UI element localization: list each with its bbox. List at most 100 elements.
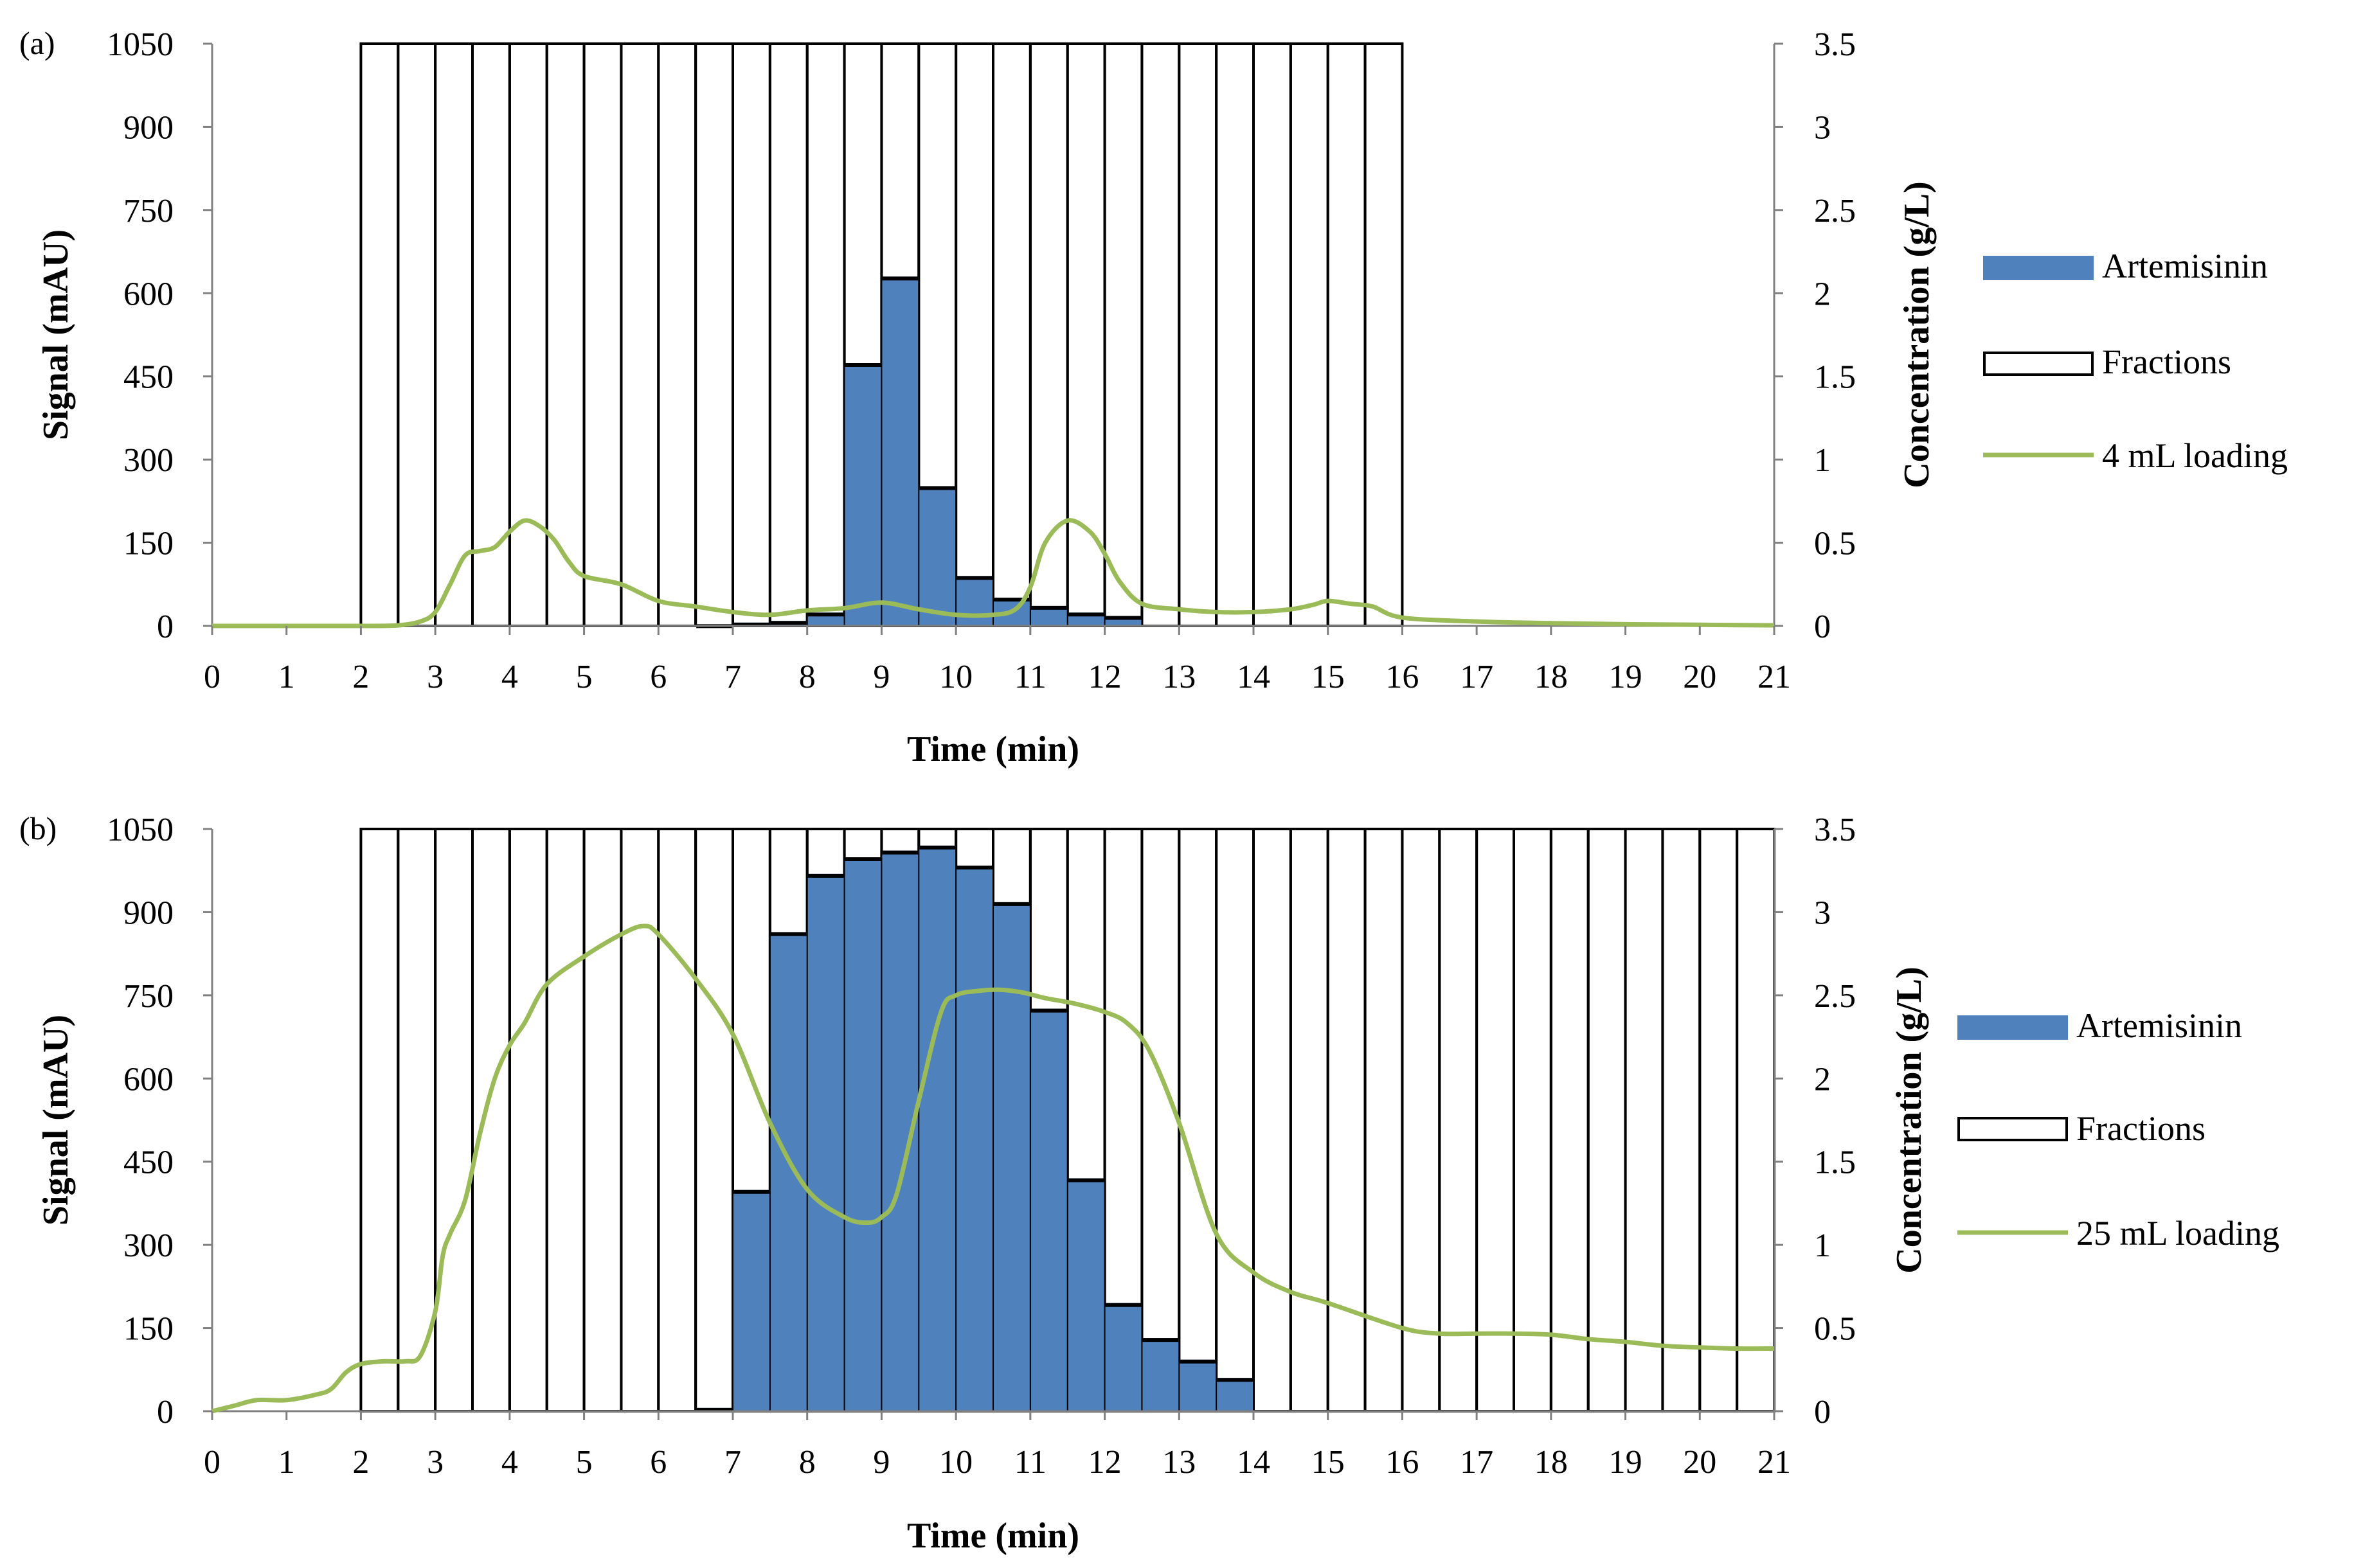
x-tick-label: 7: [724, 1444, 741, 1481]
x-tick-label: 11: [1014, 659, 1047, 695]
y-tick-label: 750: [123, 193, 174, 229]
artemisinin-bar: [957, 576, 993, 626]
panel-a-y2-tick-labels: 0 0.5 1 1.5 2 2.5 3 3.5: [1774, 26, 1856, 645]
x-tick-label: 9: [873, 1444, 890, 1481]
x-tick-label: 6: [650, 1444, 667, 1481]
panel-b: (b) 0 1 2 3 4 5 6 7 8 9 10 11 12 13 14 15 16 17 18 19 20 21 0…: [19, 810, 2279, 1556]
panel-b-bars: [696, 845, 1253, 1412]
x-tick-label: 19: [1609, 1444, 1642, 1481]
loading-series-line: [211, 518, 1775, 628]
x-tick-label: 17: [1460, 1444, 1493, 1481]
y-tick-label: 150: [123, 526, 174, 562]
x-tick-label: 0: [204, 1444, 220, 1481]
artemisinin-bar: [1030, 1008, 1067, 1411]
x-tick-label: 17: [1460, 659, 1493, 695]
y-tick-label: 600: [123, 1061, 174, 1098]
artemisinin-bar: [994, 902, 1030, 1411]
y-tick-label: 450: [123, 359, 174, 396]
panel-a-label: (a): [19, 25, 55, 61]
panel-a-axes: [211, 44, 1775, 627]
panel-b-axes: [211, 829, 1775, 1412]
x-tick-label: 16: [1385, 659, 1419, 695]
x-tick-label: 12: [1088, 659, 1122, 695]
x-tick-label: 10: [939, 1444, 973, 1481]
x-tick-label: 9: [873, 659, 890, 695]
panel-a-x-axis-title: Time (min): [907, 729, 1079, 769]
artemisinin-bar: [1217, 1378, 1253, 1411]
panel-b-x-tick-labels: 0 1 2 3 4 5 6 7 8 9 10 11 12 13 14 15 16 17 18 19 20 21: [204, 1411, 1791, 1481]
x-tick-label: 3: [427, 1444, 444, 1481]
x-tick-label: 0: [204, 659, 220, 695]
y2-tick-label: 2.5: [1814, 978, 1856, 1015]
y-tick-label: 750: [123, 978, 174, 1015]
y-tick-label: 450: [123, 1145, 174, 1181]
panel-a-line-group: [211, 518, 1775, 628]
panel-a-x-tick-labels: 0 1 2 3 4 5 6 7 8 9 10 11 12 13 14 15 16 17 18 19 20 21: [204, 626, 1791, 695]
y-tick-label: 0: [157, 1394, 174, 1430]
x-tick-label: 8: [799, 1444, 816, 1481]
y2-tick-label: 0: [1814, 1394, 1831, 1430]
y-tick-label: 300: [123, 1227, 174, 1264]
panel-b-x-axis-title: Time (min): [907, 1516, 1079, 1556]
x-tick-label: 5: [576, 1444, 593, 1481]
panel-b-legend-label-fractions: Fractions: [2076, 1109, 2206, 1148]
artemisinin-bar: [919, 845, 956, 1411]
panel-a-legend-swatch-fractions: [1983, 352, 2094, 376]
x-tick-label: 20: [1683, 1444, 1716, 1481]
x-tick-label: 20: [1683, 659, 1716, 695]
y2-tick-label: 0.5: [1814, 1311, 1856, 1348]
panel-a-y2-axis-title: Concentration (g/L): [1897, 181, 1937, 488]
artemisinin-bar: [770, 932, 807, 1411]
y-tick-label: 600: [123, 276, 174, 312]
artemisinin-bar: [1180, 1359, 1216, 1411]
panel-a-legend-label-artemisinin: Artemisinin: [2102, 247, 2268, 285]
x-tick-label: 19: [1609, 659, 1642, 695]
y2-tick-label: 1.5: [1814, 1145, 1856, 1181]
y2-tick-label: 3: [1814, 895, 1831, 931]
x-tick-label: 1: [278, 659, 295, 695]
artemisinin-bar: [919, 486, 956, 626]
panel-b-legend-swatch-artemisinin: [1957, 1015, 2068, 1040]
y2-tick-label: 2.5: [1814, 193, 1856, 229]
y-tick-label: 300: [123, 442, 174, 479]
panel-a-legend-label-fractions: Fractions: [2102, 343, 2231, 381]
x-tick-label: 4: [501, 659, 518, 695]
y2-tick-label: 3.5: [1814, 812, 1856, 848]
panel-b-legend: Artemisinin Fractions 25 mL loading: [1957, 1006, 2279, 1252]
x-tick-label: 15: [1311, 659, 1345, 695]
panel-b-line-group: [211, 923, 1775, 1414]
x-tick-label: 21: [1757, 659, 1791, 695]
y2-tick-label: 1.5: [1814, 359, 1856, 396]
x-tick-label: 8: [799, 659, 816, 695]
artemisinin-bar: [845, 363, 881, 626]
x-tick-label: 13: [1162, 659, 1196, 695]
x-tick-label: 21: [1757, 1444, 1791, 1481]
artemisinin-bar: [957, 865, 993, 1411]
y2-tick-label: 2: [1814, 1061, 1831, 1098]
y-tick-label: 900: [123, 109, 174, 146]
panel-a-legend-label-line: 4 mL loading: [2102, 436, 2288, 475]
loading-series-line: [211, 923, 1775, 1414]
panel-b-legend-label-artemisinin: Artemisinin: [2076, 1006, 2242, 1045]
panel-a-legend-swatch-artemisinin: [1983, 256, 2094, 280]
x-tick-label: 4: [501, 1444, 518, 1481]
panel-b-legend-label-line: 25 mL loading: [2076, 1214, 2279, 1252]
y-tick-label: 1050: [107, 26, 174, 63]
y2-tick-label: 3: [1814, 109, 1831, 146]
artemisinin-bar: [1068, 1178, 1104, 1411]
panel-b-y2-tick-labels: 0 0.5 1 1.5 2 2.5 3 3.5: [1774, 812, 1856, 1430]
artemisinin-bar: [1142, 1338, 1179, 1411]
panel-a-y-axis-title: Signal (mAU): [36, 229, 76, 440]
x-tick-label: 6: [650, 659, 667, 695]
panel-b-y-tick-labels: 0 150 300 450 600 750 900 1050: [107, 812, 212, 1430]
x-tick-label: 14: [1237, 1444, 1270, 1481]
panel-b-y2-axis-title: Concentration (g/L): [1889, 967, 1929, 1274]
y-tick-label: 1050: [107, 812, 174, 848]
panel-a-y-tick-labels: 0 150 300 450 600 750 900 1050: [107, 26, 212, 645]
y2-tick-label: 1: [1814, 442, 1831, 479]
y-tick-label: 150: [123, 1311, 174, 1348]
x-tick-label: 13: [1162, 1444, 1196, 1481]
artemisinin-bar: [733, 1189, 769, 1411]
